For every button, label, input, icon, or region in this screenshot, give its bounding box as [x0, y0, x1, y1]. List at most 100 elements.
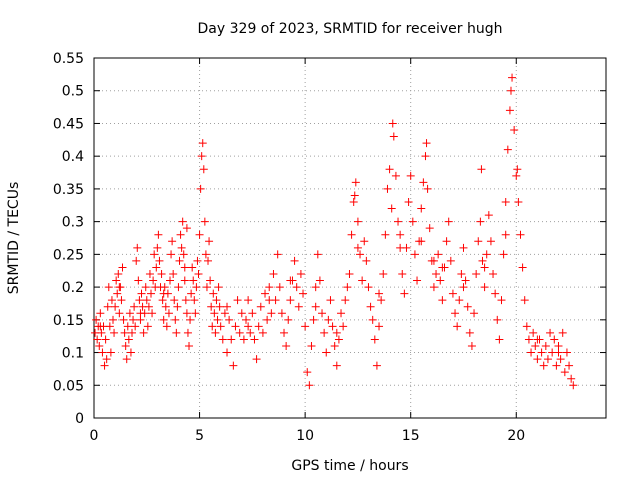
- data-point: [311, 302, 320, 311]
- data-point: [350, 191, 359, 200]
- data-point: [185, 342, 194, 350]
- data-point: [166, 276, 175, 285]
- data-point: [516, 230, 525, 239]
- data-point: [214, 283, 223, 292]
- data-point: [115, 283, 124, 292]
- data-point: [489, 270, 498, 278]
- data-point: [134, 276, 143, 285]
- data-point: [457, 270, 466, 278]
- y-tick-label: 0.1: [62, 346, 84, 362]
- data-point: [101, 335, 110, 344]
- data-point: [250, 335, 259, 344]
- data-point: [324, 315, 333, 324]
- data-point: [202, 283, 211, 292]
- data-point: [162, 322, 171, 331]
- data-point: [93, 335, 102, 344]
- data-point: [117, 296, 126, 305]
- data-point: [315, 276, 324, 285]
- data-point: [212, 296, 221, 305]
- data-point: [520, 296, 529, 305]
- data-point: [142, 296, 151, 305]
- data-point: [501, 198, 510, 206]
- data-point: [366, 302, 375, 311]
- data-point: [150, 250, 159, 259]
- data-point: [194, 270, 203, 278]
- data-point: [461, 276, 470, 285]
- data-point: [182, 309, 191, 318]
- data-point: [256, 302, 265, 311]
- data-point: [351, 178, 360, 187]
- data-point: [141, 283, 150, 292]
- data-point: [565, 361, 574, 370]
- data-point: [110, 328, 119, 337]
- data-point: [375, 289, 384, 298]
- data-point: [254, 322, 263, 331]
- data-point: [92, 315, 101, 324]
- data-point: [299, 289, 308, 298]
- data-point: [244, 296, 253, 305]
- data-point: [543, 355, 552, 364]
- data-point: [198, 139, 207, 148]
- data-point: [277, 309, 286, 318]
- data-point: [493, 315, 502, 324]
- data-point: [388, 119, 397, 128]
- data-point: [122, 355, 131, 364]
- data-point: [195, 230, 204, 239]
- data-point: [512, 171, 521, 180]
- data-point: [402, 243, 411, 252]
- data-point: [115, 309, 124, 318]
- data-point: [477, 165, 486, 174]
- data-point: [158, 296, 167, 305]
- data-point: [484, 211, 493, 220]
- data-point: [467, 342, 476, 350]
- data-point: [552, 361, 561, 370]
- data-point: [98, 348, 107, 357]
- data-point: [301, 322, 310, 331]
- data-point: [143, 322, 152, 331]
- data-point: [394, 217, 403, 226]
- data-point: [96, 309, 105, 318]
- data-point: [229, 361, 238, 370]
- data-point: [168, 237, 177, 246]
- data-point: [421, 152, 430, 161]
- data-point: [546, 328, 555, 337]
- data-point: [125, 309, 134, 318]
- data-point: [309, 315, 318, 324]
- data-point: [246, 328, 255, 337]
- data-point: [104, 283, 113, 292]
- data-point: [147, 289, 156, 298]
- data-point: [105, 322, 114, 331]
- data-point: [173, 302, 182, 311]
- data-point: [183, 328, 192, 337]
- data-point: [233, 296, 242, 305]
- data-point: [501, 230, 510, 239]
- data-point: [432, 270, 441, 278]
- data-point: [522, 322, 531, 331]
- y-tick-label: 0.2: [62, 280, 84, 296]
- data-point: [508, 73, 517, 82]
- data-point: [368, 315, 377, 324]
- data-point: [123, 322, 132, 331]
- data-point: [385, 165, 394, 174]
- data-point: [209, 289, 218, 298]
- data-point: [216, 322, 225, 331]
- data-point: [364, 283, 373, 292]
- data-point: [491, 289, 500, 298]
- data-point: [188, 263, 197, 272]
- data-point: [296, 270, 305, 278]
- data-point: [137, 289, 146, 298]
- data-point: [213, 315, 222, 324]
- data-point: [337, 309, 346, 318]
- data-point: [154, 230, 163, 239]
- data-point: [305, 381, 314, 390]
- data-point: [211, 328, 220, 337]
- data-point: [178, 217, 187, 226]
- data-point: [197, 152, 206, 161]
- data-point: [332, 361, 341, 370]
- y-tick-label: 0: [75, 411, 84, 427]
- data-point: [313, 250, 322, 259]
- data-point: [282, 342, 291, 350]
- data-point: [244, 322, 253, 331]
- data-point: [349, 198, 358, 206]
- data-point: [360, 237, 369, 246]
